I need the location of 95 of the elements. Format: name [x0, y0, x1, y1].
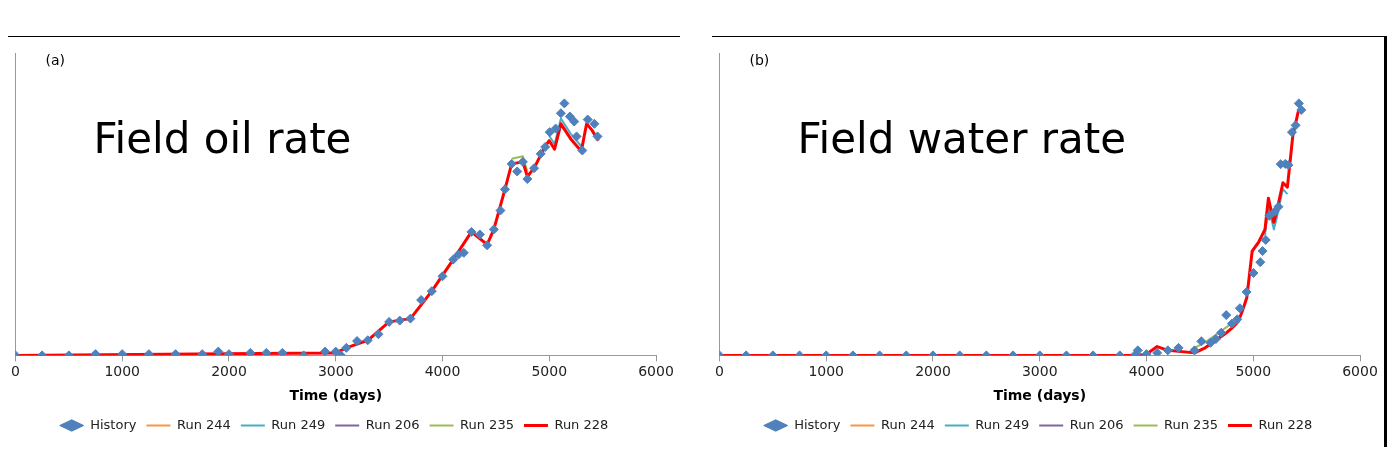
point — [1286, 127, 1297, 138]
point — [540, 142, 551, 152]
legend-label: Run 235 — [460, 416, 514, 432]
point — [535, 148, 546, 159]
annotation: Field oil rate — [93, 114, 352, 163]
point — [522, 174, 533, 184]
point — [1216, 327, 1227, 338]
point — [577, 145, 588, 156]
point — [1152, 347, 1163, 356]
x-tick-label: 2000 — [915, 363, 951, 380]
point — [1234, 303, 1245, 314]
point — [352, 336, 363, 347]
point — [384, 316, 395, 327]
point — [589, 118, 600, 129]
text: (b) — [749, 52, 770, 68]
x-tick-label: 5000 — [531, 363, 568, 380]
legend-label: History — [90, 416, 137, 432]
x-tick-label: 1000 — [808, 363, 845, 380]
point — [448, 254, 459, 265]
x-tick-label: 3000 — [317, 363, 354, 380]
x-axis-title: Time (days) — [289, 387, 383, 404]
point — [405, 313, 416, 324]
point — [1273, 201, 1284, 212]
legend-label: Run 249 — [271, 416, 326, 432]
point — [1162, 345, 1173, 356]
point — [1260, 234, 1271, 245]
point — [373, 329, 384, 340]
point — [1226, 318, 1237, 329]
x-tick-label: 6000 — [1342, 363, 1378, 380]
point — [1173, 342, 1184, 353]
point — [474, 229, 485, 240]
annotation: Field water rate — [797, 114, 1127, 163]
legend-label: Run 206 — [1069, 416, 1124, 432]
point — [482, 240, 493, 251]
point — [592, 131, 603, 142]
point — [1248, 268, 1259, 278]
point — [1290, 120, 1301, 131]
point — [495, 205, 506, 216]
point — [320, 346, 331, 356]
point — [1293, 98, 1304, 109]
point — [261, 347, 272, 356]
legend-label: History — [794, 416, 841, 432]
x-tick-label: 0 — [714, 363, 724, 380]
point — [394, 315, 405, 326]
point — [488, 224, 499, 235]
point — [1232, 314, 1243, 325]
point — [571, 131, 582, 142]
x-tick-label: 3000 — [1021, 363, 1058, 380]
x-tick-label: 4000 — [1128, 363, 1165, 380]
point — [362, 335, 373, 346]
legend-label: Run 249 — [975, 416, 1030, 432]
point — [437, 271, 448, 282]
point — [277, 347, 288, 356]
x-tick-label: 4000 — [424, 363, 461, 380]
text: (a) — [45, 52, 65, 68]
x-tick-label: 6000 — [638, 363, 674, 380]
x-tick-label: 1000 — [104, 363, 141, 380]
legend-label: Run 206 — [365, 416, 420, 432]
x-axis-title: Time (days) — [993, 387, 1087, 404]
legend-label: Run 244 — [176, 416, 231, 432]
legend-label: Run 228 — [1258, 416, 1313, 432]
point — [564, 111, 575, 122]
point — [1257, 246, 1268, 257]
point — [569, 116, 580, 127]
point — [555, 108, 566, 119]
point — [1196, 336, 1207, 347]
x-tick-label: 2000 — [211, 363, 247, 380]
point — [1296, 104, 1307, 115]
x-tick-label: 0 — [10, 363, 20, 380]
point — [1255, 257, 1266, 268]
x-tick-label: 5000 — [1235, 363, 1272, 380]
point — [1205, 337, 1216, 348]
legend-label: Run 235 — [1164, 416, 1218, 432]
point — [1210, 334, 1221, 345]
point — [426, 286, 437, 297]
point — [550, 123, 561, 134]
point — [529, 163, 540, 174]
point — [416, 294, 427, 305]
point — [245, 347, 256, 356]
point — [544, 127, 555, 138]
point — [1241, 286, 1252, 297]
point — [582, 114, 593, 125]
point — [330, 346, 341, 356]
legend-label: Run 244 — [880, 416, 935, 432]
point — [517, 156, 528, 167]
point — [499, 184, 510, 195]
point — [341, 342, 352, 353]
point — [213, 346, 224, 356]
legend-label: Run 228 — [554, 416, 609, 432]
point — [512, 166, 523, 177]
point — [506, 158, 517, 169]
point — [1189, 345, 1200, 356]
point — [1221, 310, 1232, 321]
point — [559, 98, 570, 109]
point — [466, 226, 477, 237]
